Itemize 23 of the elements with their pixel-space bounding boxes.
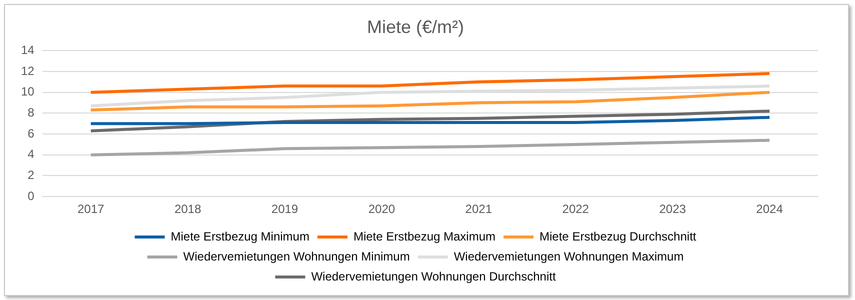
legend-label: Wiedervemietungen Wohnungen Durchschnitt <box>311 269 556 284</box>
x-tick-label: 2024 <box>756 202 784 216</box>
chart-title: Miete (€/m²) <box>366 16 464 37</box>
legend-label: Wiedervemietungen Wohnungen Maximum <box>454 249 684 264</box>
x-tick-label: 2021 <box>465 202 492 216</box>
y-tick-label: 2 <box>28 168 35 182</box>
legend-label: Miete Erstbezug Minimum <box>170 229 310 244</box>
y-tick-label: 4 <box>28 147 35 162</box>
x-tick-label: 2020 <box>368 202 396 216</box>
y-tick-label: 14 <box>20 42 35 57</box>
y-tick-label: 6 <box>28 126 35 140</box>
legend-label: Wiedervemietungen Wohnungen Minimum <box>183 249 410 264</box>
x-tick-label: 2022 <box>562 202 590 216</box>
y-tick-label: 8 <box>28 105 35 120</box>
legend-label: Miete Erstbezug Maximum <box>353 229 496 244</box>
legend-label: Miete Erstbezug Durchschnitt <box>540 229 697 244</box>
x-tick-label: 2023 <box>659 202 686 216</box>
x-tick-label: 2018 <box>174 202 202 216</box>
y-tick-label: 0 <box>28 188 35 203</box>
y-tick-label: 12 <box>20 64 35 78</box>
x-tick-label: 2017 <box>77 202 104 216</box>
y-tick-label: 10 <box>20 84 35 99</box>
x-tick-label: 2019 <box>271 202 298 216</box>
